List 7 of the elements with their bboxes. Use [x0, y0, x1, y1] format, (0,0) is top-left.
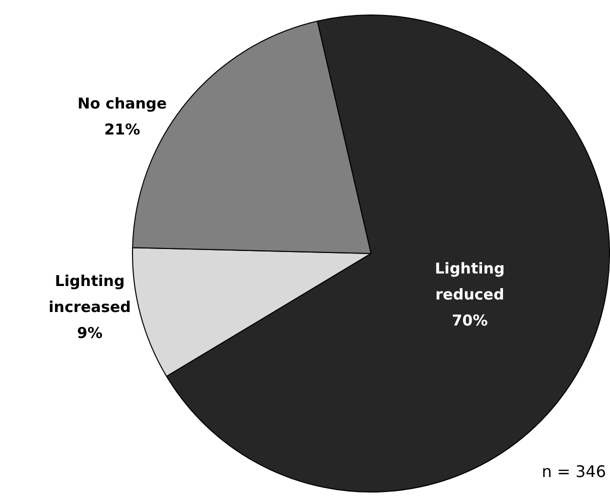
text: n = 346 [542, 462, 606, 481]
slice-label: No change [77, 94, 167, 113]
data-label: 70% [452, 311, 488, 330]
data-label: 21% [104, 120, 140, 139]
slice-label: Lighting increased [48, 272, 131, 316]
slice-label: Lighting reduced [434, 259, 505, 304]
data-label: 9% [77, 324, 102, 342]
